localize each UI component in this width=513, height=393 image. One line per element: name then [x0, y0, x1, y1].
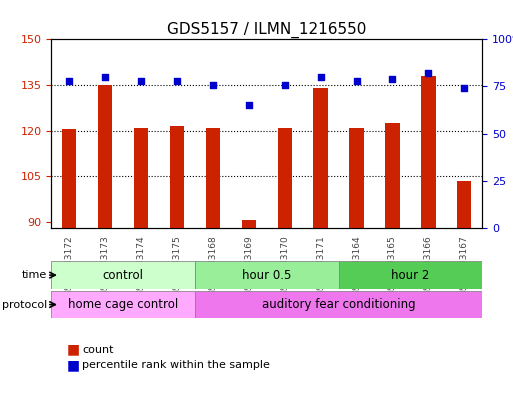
FancyBboxPatch shape	[51, 291, 195, 318]
Point	[352, 78, 361, 84]
FancyBboxPatch shape	[339, 261, 482, 289]
Point	[388, 76, 397, 82]
FancyBboxPatch shape	[195, 291, 482, 318]
Bar	[313, 88, 328, 228]
Bar	[421, 76, 436, 228]
Text: home cage control: home cage control	[68, 298, 178, 311]
Point	[173, 78, 181, 84]
Text: auditory fear conditioning: auditory fear conditioning	[262, 298, 416, 311]
FancyBboxPatch shape	[195, 261, 339, 289]
Bar	[170, 126, 184, 228]
Bar	[242, 220, 256, 228]
Text: count: count	[82, 345, 113, 355]
Title: GDS5157 / ILMN_1216550: GDS5157 / ILMN_1216550	[167, 22, 366, 38]
Bar	[278, 128, 292, 228]
Text: control: control	[103, 268, 144, 282]
Text: ■: ■	[67, 358, 80, 373]
Bar	[134, 128, 148, 228]
Point	[460, 85, 468, 92]
Point	[245, 102, 253, 108]
Point	[65, 78, 73, 84]
Point	[424, 70, 432, 76]
Bar	[206, 128, 220, 228]
Point	[281, 81, 289, 88]
Bar	[349, 128, 364, 228]
Bar	[62, 129, 76, 228]
Text: percentile rank within the sample: percentile rank within the sample	[82, 360, 270, 371]
Point	[137, 78, 145, 84]
Point	[209, 81, 217, 88]
Point	[317, 74, 325, 80]
Bar	[457, 181, 471, 228]
FancyBboxPatch shape	[51, 261, 195, 289]
Text: ■: ■	[67, 343, 80, 357]
Bar	[385, 123, 400, 228]
Text: time: time	[22, 270, 47, 280]
Text: hour 0.5: hour 0.5	[242, 268, 291, 282]
Text: protocol: protocol	[2, 299, 47, 310]
Point	[101, 74, 109, 80]
Bar	[98, 85, 112, 228]
Text: hour 2: hour 2	[391, 268, 429, 282]
